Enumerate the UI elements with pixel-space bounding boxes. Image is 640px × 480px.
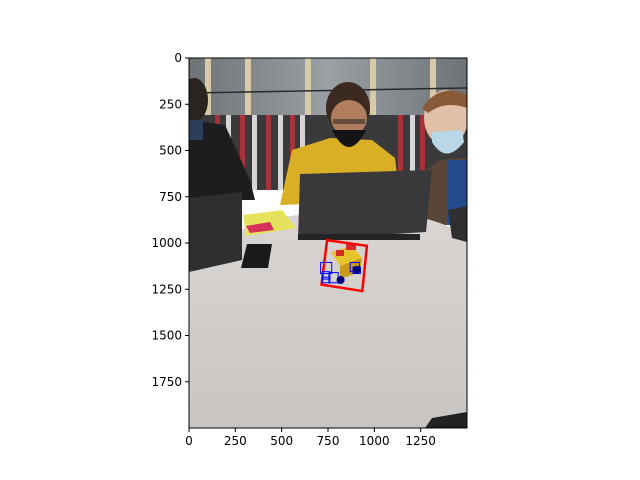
x-tick-label: 0 xyxy=(185,434,193,448)
y-tick-label: 250 xyxy=(159,97,182,111)
keypoint-marker xyxy=(352,265,361,274)
x-axis: 0 250 500 750 1000 1250 xyxy=(185,428,436,448)
table-object xyxy=(331,244,362,279)
x-tick-label: 1250 xyxy=(405,434,436,448)
person-left xyxy=(189,78,255,200)
blue-bounding-box xyxy=(321,271,331,280)
laptop-left xyxy=(189,192,242,272)
y-tick-label: 500 xyxy=(159,144,182,158)
overlay-layer xyxy=(320,238,369,293)
blue-bounding-box xyxy=(320,261,333,275)
y-axis: 0 250 500 750 1000 1250 1500 1750 xyxy=(151,51,189,389)
laptop-right xyxy=(448,206,467,242)
y-tick-label: 0 xyxy=(174,51,182,65)
y-tick-label: 1000 xyxy=(151,236,182,250)
y-tick-label: 1750 xyxy=(151,375,182,389)
x-tick-label: 750 xyxy=(317,434,340,448)
photo-image xyxy=(189,58,467,428)
x-tick-label: 250 xyxy=(224,434,247,448)
y-tick-label: 750 xyxy=(159,190,182,204)
keypoint-marker xyxy=(336,276,345,284)
red-detection-polygon xyxy=(320,238,369,293)
phone xyxy=(241,244,272,268)
laptop-center xyxy=(298,170,432,240)
x-tick-label: 500 xyxy=(270,434,293,448)
blue-bounding-box xyxy=(321,276,331,284)
corner-object xyxy=(425,412,467,428)
y-tick-label: 1500 xyxy=(151,329,182,343)
x-tick-label: 1000 xyxy=(359,434,390,448)
y-tick-label: 1250 xyxy=(151,282,182,296)
